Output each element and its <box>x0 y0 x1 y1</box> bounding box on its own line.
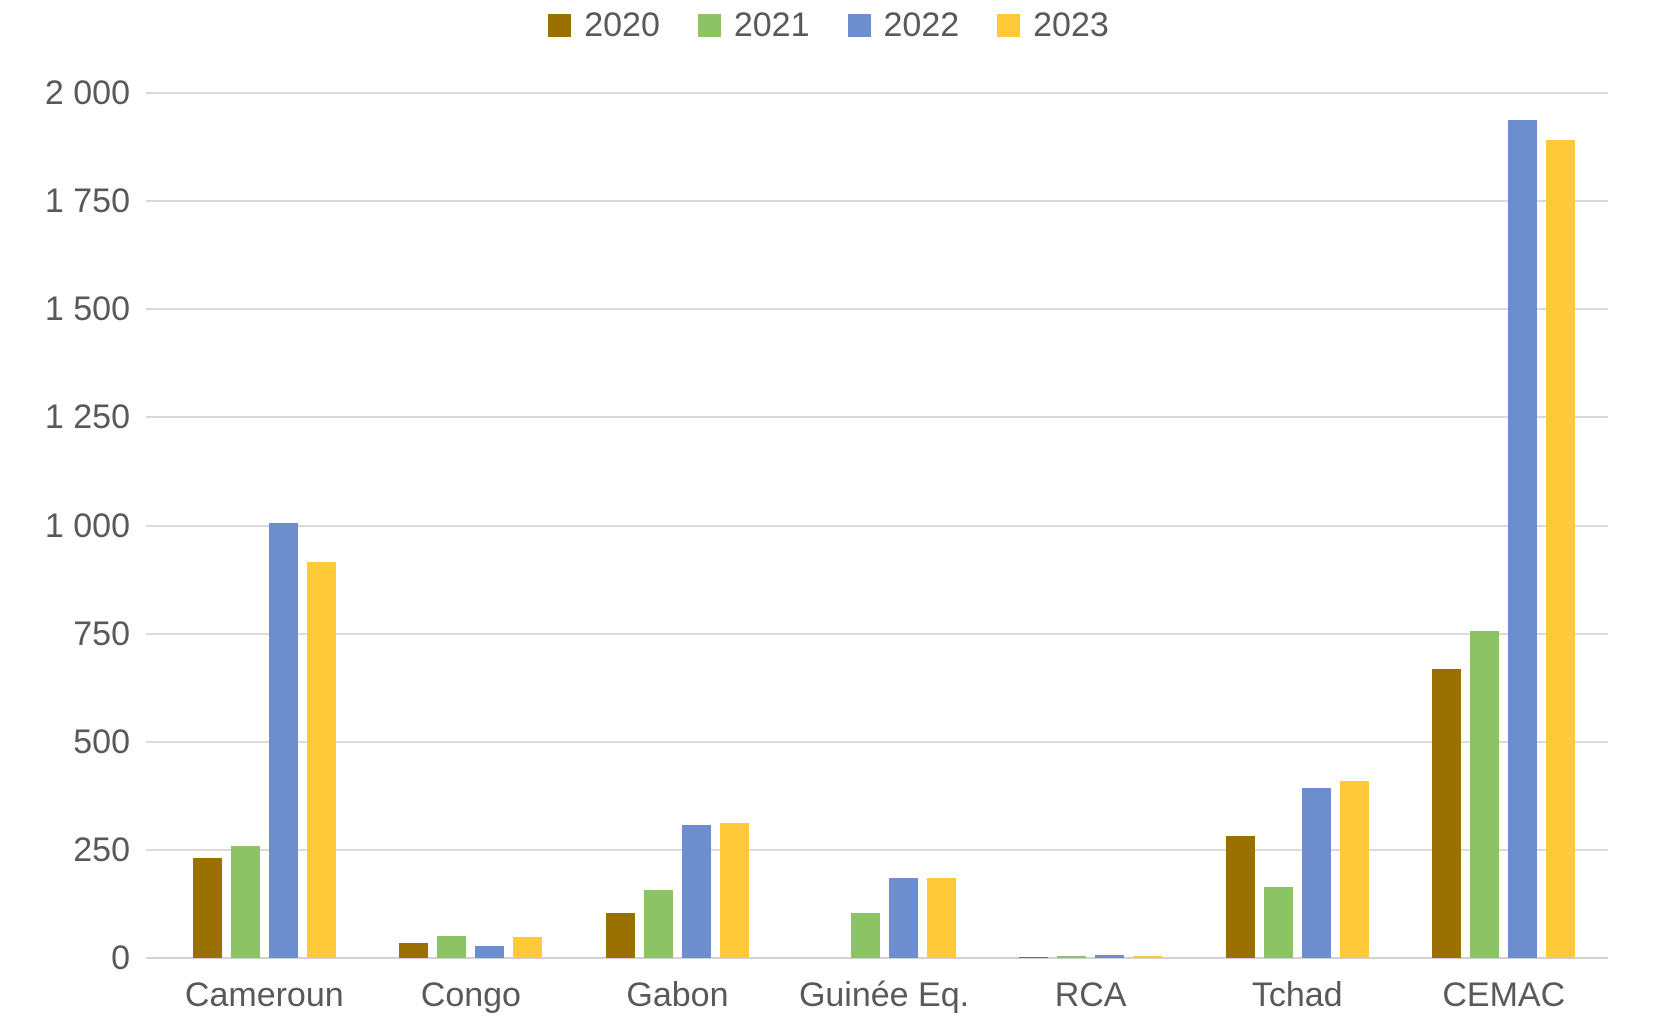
plot-bars <box>161 93 1607 958</box>
x-axis: Cameroun Congo Gabon Guinée Eq. RCA Tchad CEMA… <box>161 975 1607 1016</box>
bar-Cameroun-2020 <box>192 857 222 958</box>
bar-RCA-2022 <box>1095 955 1125 958</box>
y-tick-label: 1 000 <box>44 506 130 545</box>
bar-Congo-2020 <box>399 942 429 958</box>
legend-label: 2022 <box>883 6 960 44</box>
x-tick-label-RCA: RCA <box>1054 976 1127 1014</box>
gridline-2000 <box>146 92 1608 94</box>
legend-item-2023: 2023 <box>997 8 1109 42</box>
y-tick-label: 500 <box>73 722 130 761</box>
bar-Gabon-2020 <box>605 913 635 958</box>
y-tick-label: 2 000 <box>44 74 130 112</box>
bar-Tchad-2021 <box>1263 886 1293 958</box>
y-tick-label: 250 <box>73 830 130 869</box>
x-tick-label-Gabon: Gabon <box>626 976 729 1014</box>
gridline-1750 <box>146 200 1608 203</box>
bar-CEMAC-2022 <box>1508 119 1538 958</box>
bar-Tchad-2020 <box>1225 835 1255 958</box>
gridline-750 <box>146 632 1608 635</box>
bar-Cameroun-2023 <box>306 561 336 958</box>
bar-CEMAC-2023 <box>1546 139 1576 958</box>
bar-Gabon-2021 <box>643 889 673 958</box>
bar-group-Gabon <box>574 93 781 958</box>
bar-group-Tchad <box>1194 93 1401 958</box>
gridline-1500 <box>146 308 1608 311</box>
x-tick-label-CEMAC: CEMAC <box>1442 976 1566 1014</box>
legend-label: 2021 <box>733 6 810 44</box>
gridline-250 <box>146 848 1608 851</box>
bar-Congo-2023 <box>513 937 543 958</box>
x-tick-label-Cameroun: Cameroun <box>184 976 344 1014</box>
bar-RCA-2020 <box>1019 957 1049 958</box>
bar-group-Congo <box>368 93 575 958</box>
x-tick-label-Tchad: Tchad <box>1251 976 1343 1014</box>
legend-item-2022: 2022 <box>847 6 960 44</box>
gridline-500 <box>146 740 1608 743</box>
bar-Tchad-2022 <box>1301 787 1331 958</box>
bar-RCA-2021 <box>1057 955 1087 958</box>
gridline-1250 <box>146 416 1608 419</box>
gridline-1000 <box>146 524 1608 527</box>
legend-item-2020: 2020 <box>548 8 660 42</box>
bar-group-CEMAC <box>1400 93 1607 958</box>
y-tick-label: 1 750 <box>44 182 130 221</box>
y-tick-label: 1 500 <box>44 290 130 329</box>
y-tick-label: 1 250 <box>44 398 130 437</box>
bar-CEMAC-2020 <box>1432 669 1462 958</box>
bar-group-RCA <box>987 93 1194 958</box>
legend-label: 2023 <box>1033 6 1109 44</box>
plot-gridlines <box>146 92 1608 959</box>
legend-swatch-icon <box>847 13 871 37</box>
bar-Cameroun-2022 <box>268 523 298 958</box>
legend-swatch-icon <box>997 13 1021 37</box>
bar-Congo-2021 <box>437 935 467 958</box>
y-tick-label: 750 <box>73 614 130 653</box>
chart-legend: 2020 2021 2022 2023 <box>0 8 1657 42</box>
bar-Gabon-2023 <box>719 823 749 958</box>
gridline-0 <box>146 957 1608 959</box>
x-tick-label-Congo: Congo <box>420 976 521 1014</box>
bar-Guinée Eq.-2023 <box>926 877 956 958</box>
legend-item-2021: 2021 <box>697 6 810 44</box>
bar-Gabon-2022 <box>681 824 711 958</box>
bar-Cameroun-2021 <box>230 845 260 958</box>
bar-CEMAC-2021 <box>1470 631 1500 958</box>
bar-Guinée Eq.-2022 <box>888 877 918 958</box>
bar-group-Cameroun <box>161 93 368 958</box>
y-tick-label: 0 <box>111 939 130 977</box>
bar-Guinée Eq.-2021 <box>850 913 880 958</box>
x-tick-label-Guinée Eq.: Guinée Eq. <box>798 976 970 1014</box>
legend-label: 2020 <box>584 6 660 44</box>
legend-swatch-icon <box>548 13 572 37</box>
bar-RCA-2023 <box>1133 955 1163 958</box>
bar-group-Guinée Eq. <box>781 93 988 958</box>
legend-swatch-icon <box>697 13 721 37</box>
bar-Tchad-2023 <box>1339 780 1369 958</box>
bar-Congo-2022 <box>475 945 505 958</box>
y-axis: 0 250 500 750 1 000 1 250 1 500 1 750 2 000 <box>0 76 130 975</box>
